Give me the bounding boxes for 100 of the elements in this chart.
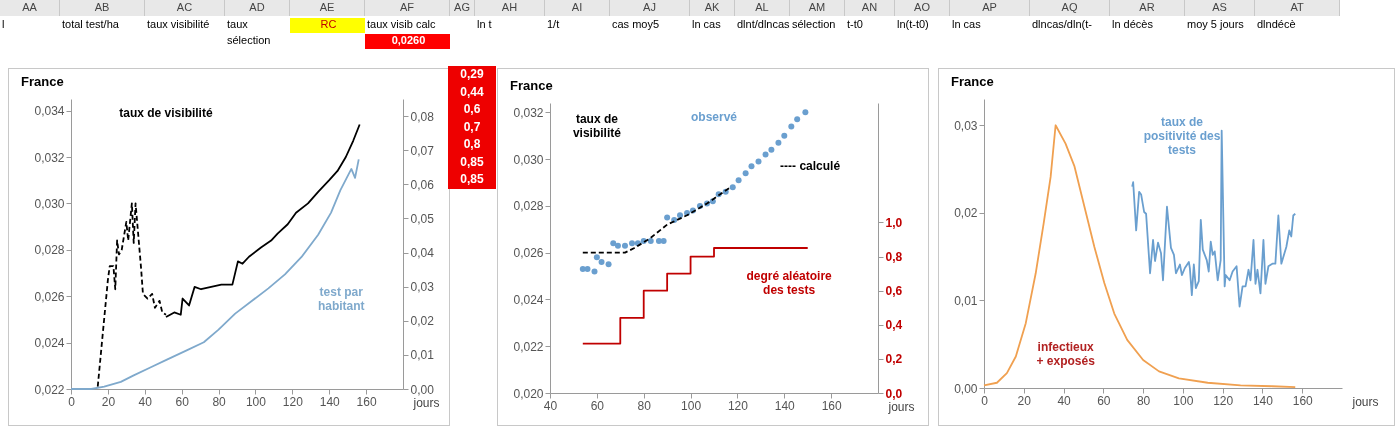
x-tick-label: 80 — [212, 394, 227, 409]
y-tick-label: 0,030 — [34, 196, 65, 211]
point — [610, 240, 617, 247]
point — [605, 261, 612, 268]
x-tick-label: 100 — [681, 398, 702, 413]
category-label: AH — [475, 0, 545, 16]
x-tick-label: 100 — [1173, 393, 1194, 408]
x-tick-label: 160 — [1292, 393, 1314, 408]
annotation: infectieux + exposés — [1036, 339, 1096, 368]
y2-tick-label: 0,07 — [410, 143, 435, 158]
text: cas moy5 — [611, 18, 660, 32]
y-tick-label: 0,024 — [513, 292, 544, 307]
x-axis-title: jours — [887, 399, 915, 414]
point — [591, 268, 598, 275]
text: 0,0260 — [365, 34, 450, 49]
text: ln cas — [691, 18, 721, 32]
y2-tick-label: 0,08 — [410, 109, 435, 124]
y2-tick-label: 0,06 — [410, 177, 435, 192]
x-tick-label: 60 — [1097, 393, 1111, 408]
x-tick-label: 140 — [319, 394, 341, 409]
y-tick-label: 0,030 — [513, 152, 544, 167]
x-tick-label: 120 — [1213, 393, 1234, 408]
category-label: AT — [1255, 0, 1340, 16]
point — [593, 254, 600, 261]
y2-tick-label: 0,05 — [410, 211, 435, 226]
x-tick-label: 160 — [821, 398, 842, 413]
category-label: AQ — [1030, 0, 1110, 16]
text: 0,85 — [459, 153, 485, 171]
point — [677, 212, 684, 219]
category-label: AL — [735, 0, 790, 16]
text: t-t0 — [846, 18, 863, 32]
text: taux visib calc — [366, 18, 436, 32]
annotation: test par habitant — [317, 284, 365, 313]
y-tick-label: 0,024 — [34, 336, 65, 351]
category-label: AA — [0, 0, 60, 16]
annotation: taux de positivité des tests — [1143, 114, 1221, 157]
category-label: AC — [145, 0, 225, 16]
x-axis-title: jours — [412, 395, 440, 410]
text: taux visibilité — [146, 18, 210, 32]
x-tick-label: 60 — [175, 394, 190, 409]
point — [598, 259, 605, 266]
y2-tick-label: 0,01 — [410, 348, 435, 363]
point — [802, 109, 809, 116]
point — [748, 163, 755, 170]
category-label: AI — [545, 0, 610, 16]
y-tick-label: 0,034 — [34, 104, 65, 119]
category-label: AM — [790, 0, 845, 16]
text: 0,85 — [459, 171, 485, 188]
category-label: AS — [1185, 0, 1255, 16]
x-tick-label: 20 — [101, 394, 116, 409]
text: ln(t-t0) — [896, 18, 929, 32]
y2-tick-label: 0,8 — [885, 250, 903, 265]
text: RC — [290, 18, 365, 33]
category-label: AD — [225, 0, 290, 16]
y-tick-label: 0,02 — [954, 206, 978, 221]
point — [647, 237, 654, 244]
text: 1/t — [546, 18, 560, 32]
y2-tick-label: 0,00 — [410, 382, 435, 397]
point — [755, 158, 762, 165]
text: dlncas/dln(t- — [1031, 18, 1092, 32]
y2-tick-label: 0,2 — [885, 352, 903, 367]
y-tick-label: 0,026 — [34, 289, 65, 304]
text: 0,29 — [459, 66, 485, 83]
y-tick-label: 0,028 — [513, 199, 544, 214]
x-tick-label: 40 — [543, 398, 558, 413]
point — [660, 237, 667, 244]
x-tick-label: 80 — [637, 398, 652, 413]
category-label: AE — [290, 0, 365, 16]
point — [614, 242, 621, 249]
y-tick-label: 0,032 — [34, 150, 65, 165]
text: total test/ha — [61, 18, 119, 32]
x-tick-label: 20 — [1017, 393, 1032, 408]
x-tick-label: 140 — [1252, 393, 1274, 408]
y2-tick-label: 0,03 — [410, 280, 435, 295]
line-series — [983, 124, 1297, 389]
x-tick-label: 40 — [1057, 393, 1072, 408]
y-tick-label: 0,01 — [954, 293, 978, 308]
point — [629, 240, 635, 247]
point — [768, 146, 775, 153]
category-label: AJ — [610, 0, 690, 16]
annotation: ---- calculé — [780, 159, 841, 174]
text: ln t — [476, 18, 492, 32]
category-label: AO — [895, 0, 950, 16]
line-series — [1131, 129, 1297, 308]
y2-tick-label: 0,02 — [410, 314, 435, 329]
text: 0,44 — [459, 83, 485, 101]
x-tick-label: 120 — [282, 394, 304, 409]
y-tick-label: 0,022 — [34, 382, 65, 397]
annotation: taux de visibilité — [119, 105, 213, 120]
point — [664, 214, 671, 221]
point — [579, 266, 586, 273]
chart-title: France — [21, 74, 64, 89]
category-label: AF — [365, 0, 450, 16]
category-label: AP — [950, 0, 1030, 16]
point — [655, 237, 662, 244]
x-tick-label: 100 — [245, 394, 267, 409]
x-tick-label: 120 — [727, 398, 749, 413]
annotation: taux de visibilité — [572, 112, 622, 141]
point — [735, 177, 742, 184]
point — [621, 242, 628, 249]
